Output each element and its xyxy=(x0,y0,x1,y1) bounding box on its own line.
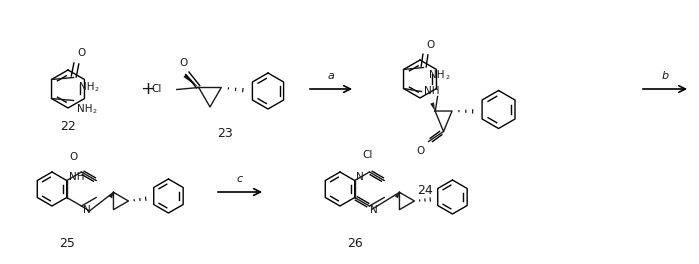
Text: N: N xyxy=(356,172,363,182)
Text: 22: 22 xyxy=(60,120,76,133)
Text: N: N xyxy=(370,205,378,215)
Text: a: a xyxy=(328,71,334,81)
Polygon shape xyxy=(109,192,113,198)
Polygon shape xyxy=(395,192,399,198)
Text: $_2$: $_2$ xyxy=(445,73,450,82)
Text: $_2$: $_2$ xyxy=(92,106,97,116)
Text: c: c xyxy=(237,174,243,184)
Text: 26: 26 xyxy=(347,237,363,250)
Text: NH: NH xyxy=(428,70,444,81)
Text: 23: 23 xyxy=(217,127,233,140)
Text: O: O xyxy=(69,152,78,162)
Text: O: O xyxy=(417,147,424,157)
Text: NH: NH xyxy=(77,103,92,114)
Text: NH: NH xyxy=(78,82,94,92)
Text: 24: 24 xyxy=(417,184,433,197)
Text: N: N xyxy=(83,205,91,215)
Text: O: O xyxy=(180,58,188,68)
Text: Cl: Cl xyxy=(362,150,373,160)
Text: NH: NH xyxy=(424,87,439,97)
Text: NH: NH xyxy=(69,172,84,182)
Text: $_2$: $_2$ xyxy=(94,84,99,93)
Polygon shape xyxy=(430,102,435,111)
Polygon shape xyxy=(183,74,199,87)
Text: b: b xyxy=(661,71,668,81)
Text: Cl: Cl xyxy=(152,84,161,95)
Text: 25: 25 xyxy=(59,237,75,250)
Text: +: + xyxy=(140,80,155,98)
Text: O: O xyxy=(78,49,86,59)
Text: O: O xyxy=(426,40,435,50)
